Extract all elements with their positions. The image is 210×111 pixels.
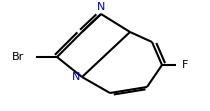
Text: N: N <box>72 72 80 82</box>
Text: F: F <box>182 60 188 70</box>
Text: N: N <box>97 2 105 12</box>
Text: Br: Br <box>12 52 24 62</box>
